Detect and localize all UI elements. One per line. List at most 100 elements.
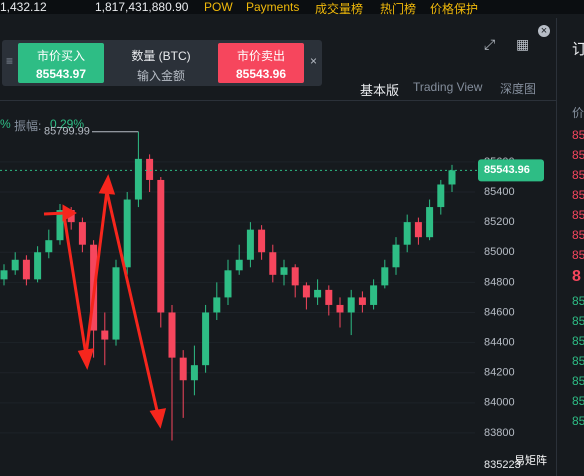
candle-body <box>437 184 445 208</box>
expand-icon[interactable]: ⤢ <box>484 36 496 52</box>
tab[interactable]: Trading View <box>413 80 483 94</box>
candle-body <box>302 285 310 298</box>
candle-body <box>258 229 266 253</box>
tab[interactable]: 基本版 <box>360 83 400 98</box>
stat-label: 振幅: <box>14 119 42 133</box>
menu-icon[interactable]: ≡ <box>6 54 14 68</box>
book-price: 8 <box>572 268 581 285</box>
stat: 1,817,431,880.90 <box>95 0 189 14</box>
candle-body <box>224 270 232 298</box>
buy-button[interactable]: 市价买入 85543.97 <box>18 43 104 83</box>
book-price: 85 <box>572 414 584 428</box>
layout-icon[interactable]: ▦ <box>516 36 530 52</box>
link[interactable]: Payments <box>246 0 300 14</box>
candle-body <box>269 252 277 275</box>
book-price: 85 <box>572 374 584 388</box>
candle-body <box>101 330 109 340</box>
book-price: 85 <box>572 248 584 262</box>
candle-body <box>112 267 120 340</box>
book-price: 85 <box>572 354 584 368</box>
candle-body <box>134 158 142 200</box>
book-price: 85 <box>572 334 584 348</box>
qty[interactable]: 数量 (BTC) 输入金额 <box>108 43 214 84</box>
qty-input[interactable]: 输入金额 <box>136 69 185 83</box>
candle-body <box>381 267 389 286</box>
candle-body <box>34 252 42 280</box>
book-price: 85 <box>572 394 584 408</box>
candle-body <box>336 304 344 313</box>
sell-price: 85543.96 <box>235 67 287 81</box>
candle-body <box>414 222 422 238</box>
last-price-box <box>478 159 544 182</box>
candle-body <box>291 267 299 286</box>
y-tick-label: 85200 <box>484 216 515 228</box>
candle-body <box>168 312 176 358</box>
y-tick-label: 84800 <box>484 276 515 288</box>
y-tick-label: 84600 <box>484 306 515 318</box>
y-tick-label: 84000 <box>484 397 515 409</box>
watermark: 易矩阵 <box>514 453 547 467</box>
candle-body <box>22 259 30 280</box>
y-tick-label: 83800 <box>484 427 515 439</box>
link[interactable]: 价格保护 <box>430 2 479 16</box>
stat: % <box>0 117 11 131</box>
candle-body <box>56 210 64 241</box>
sell-button[interactable]: 市价卖出 85543.96 <box>218 43 304 83</box>
book-price: 85 <box>572 168 584 182</box>
candle-body <box>403 222 411 245</box>
close-icon[interactable]: × <box>310 54 318 68</box>
candle-body <box>426 207 434 238</box>
candle-body <box>202 312 210 366</box>
candle-body <box>123 199 131 268</box>
candle-body <box>448 170 456 185</box>
book-price: 85 <box>572 208 584 222</box>
candle-body <box>0 270 8 280</box>
book-price: 85 <box>572 128 584 142</box>
trade-box: ≡ 市价买入 85543.97 数量 (BTC) 输入金额 市价卖出 85543… <box>2 40 322 86</box>
candle-body <box>179 357 187 381</box>
candle-body <box>235 259 243 271</box>
buy-label: 市价买入 <box>36 49 85 63</box>
stat: 1,432.12 <box>0 0 47 14</box>
sell-label: 市价卖出 <box>236 49 285 63</box>
kline: 8560085400852008500084800846008440084200… <box>0 126 547 471</box>
arrows <box>43 174 167 429</box>
close-panel[interactable]: × <box>538 25 550 37</box>
candle-body <box>370 285 378 305</box>
book-price: 85 <box>572 188 584 202</box>
order-book: 订 价 85 85 85 85 85 85 85 8 85 85 85 85 85 85 85 <box>556 18 584 476</box>
candle-body <box>190 365 198 381</box>
candle-body <box>325 289 333 305</box>
last-price: 85543.96 <box>484 164 530 176</box>
col-header: 价 <box>572 106 584 120</box>
candle-body <box>392 244 400 268</box>
candle-body <box>45 240 53 253</box>
tab[interactable]: 深度图 <box>500 82 537 96</box>
link[interactable]: 热门榜 <box>380 2 417 16</box>
bottom-label: 835223 <box>484 459 521 471</box>
y-tick-label: 85400 <box>484 186 515 198</box>
book-price: 85 <box>572 294 584 308</box>
candle-body <box>314 289 322 298</box>
divider <box>0 100 556 101</box>
candle-body <box>146 158 154 180</box>
candle-body <box>157 179 165 313</box>
candle-body <box>280 267 288 275</box>
panel-title: 订 <box>572 41 584 58</box>
candle-body <box>11 259 19 271</box>
high-label: 85799.99 <box>44 126 90 138</box>
book-price: 85 <box>572 148 584 162</box>
link[interactable]: POW <box>204 0 233 14</box>
buy-price: 85543.97 <box>35 67 87 81</box>
book-price: 85 <box>572 314 584 328</box>
stat-value: 0.29% <box>50 117 85 131</box>
candle-body <box>246 229 254 260</box>
y-tick-label: 85000 <box>484 246 515 258</box>
candle-body <box>78 222 86 245</box>
link[interactable]: 成交量榜 <box>315 2 364 16</box>
y-tick-label: 84400 <box>484 336 515 348</box>
qty-label: 数量 (BTC) <box>131 49 191 63</box>
book-price: 85 <box>572 228 584 242</box>
y-tick-label: 84200 <box>484 367 515 379</box>
